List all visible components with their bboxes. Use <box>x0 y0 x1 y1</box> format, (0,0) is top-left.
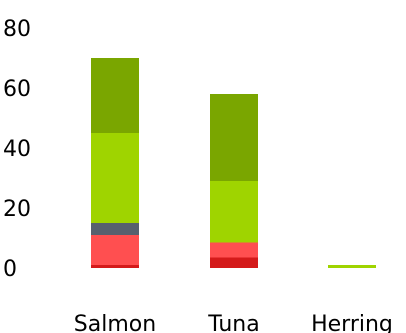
bar-segment <box>91 223 139 235</box>
bars <box>91 58 376 268</box>
bar-segment <box>210 257 258 268</box>
bar-segment <box>91 235 139 265</box>
bar-segment <box>210 94 258 181</box>
x-category-label: Salmon <box>74 312 156 333</box>
x-category-label: Herring <box>311 312 393 333</box>
y-tick-label: 60 <box>3 77 31 102</box>
y-tick-label: 0 <box>3 257 17 282</box>
y-tick-label: 40 <box>3 137 31 162</box>
x-category-label: Tuna <box>207 312 259 333</box>
y-axis-ticks: 0 20 40 60 80 <box>3 17 31 282</box>
y-tick-label: 80 <box>3 17 31 42</box>
x-axis-labels: Salmon Tuna Herring <box>74 312 393 333</box>
bar-segment <box>91 133 139 223</box>
bar-segment <box>91 265 139 268</box>
bar-segment <box>328 265 376 268</box>
bar-segment <box>210 181 258 243</box>
y-tick-label: 20 <box>3 197 31 222</box>
bar-segment <box>210 242 258 258</box>
bar-segment <box>91 58 139 133</box>
